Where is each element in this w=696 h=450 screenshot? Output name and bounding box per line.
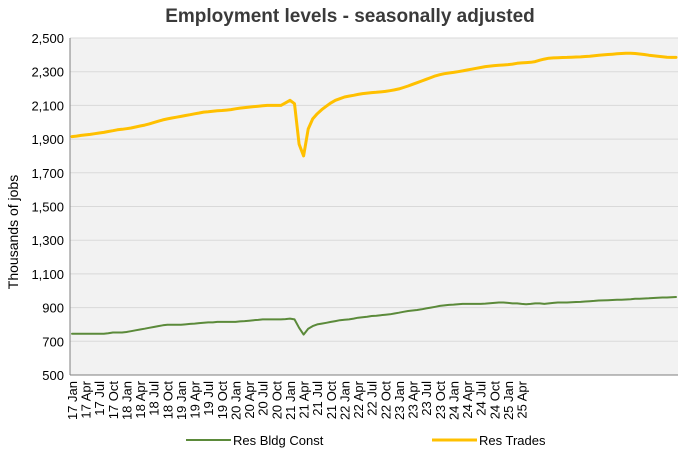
series-line-res-bldg-const	[71, 296, 677, 336]
x-tick-label: 21 Apr	[297, 380, 312, 418]
legend-label: Res Trades	[479, 433, 546, 448]
x-tick-label: 17 Apr	[79, 380, 94, 418]
x-tick-label: 24 Jul	[474, 381, 489, 416]
x-tick-label: 25 Jan	[501, 381, 516, 420]
y-tick-label: 2,100	[31, 98, 64, 113]
gridlines	[70, 37, 678, 376]
x-tick-label: 19 Jul	[201, 381, 216, 416]
y-axis-label: Thousands of jobs	[5, 175, 21, 289]
x-tick-label: 22 Apr	[351, 380, 366, 418]
x-tick-label: 18 Jul	[147, 381, 162, 416]
x-tick-label: 23 Jul	[419, 381, 434, 416]
x-tick-label: 19 Apr	[188, 380, 203, 418]
x-tick-label: 22 Jan	[337, 381, 352, 420]
chart-title: Employment levels - seasonally adjusted	[165, 6, 535, 27]
x-tick-label: 18 Oct	[160, 381, 175, 420]
y-tick-label: 1,900	[31, 132, 64, 147]
y-tick-label: 1,100	[31, 267, 64, 282]
y-tick-label: 1,700	[31, 166, 64, 181]
x-tick-label: 18 Apr	[133, 380, 148, 418]
y-tick-label: 900	[42, 301, 64, 316]
x-tick-label: 23 Jan	[392, 381, 407, 420]
x-tick-label: 19 Jan	[174, 381, 189, 420]
x-tick-label: 21 Jan	[283, 381, 298, 420]
legend-label: Res Bldg Const	[233, 433, 324, 448]
x-tick-label: 20 Apr	[242, 380, 257, 418]
y-tick-label: 700	[42, 334, 64, 349]
x-tick-label: 19 Oct	[215, 381, 230, 420]
x-tick-label: 17 Jan	[65, 381, 80, 420]
x-tick-label: 17 Oct	[106, 381, 121, 420]
x-tick-label: 20 Jul	[256, 381, 271, 416]
legend: Res Bldg Const Res Trades	[186, 433, 546, 448]
x-tick-label: 22 Oct	[378, 381, 393, 420]
x-tick-label: 24 Apr	[460, 380, 475, 418]
series-lines	[70, 51, 678, 336]
y-tick-label: 2,500	[31, 31, 64, 46]
x-tick-label: 24 Jan	[446, 381, 461, 420]
y-tick-label: 1,300	[31, 233, 64, 248]
x-tick-label: 21 Oct	[324, 381, 339, 420]
y-tick-label: 500	[42, 368, 64, 383]
x-tick-label: 25 Apr	[515, 380, 530, 418]
x-tick-label: 22 Jul	[365, 381, 380, 416]
x-tick-label: 18 Jan	[119, 381, 134, 420]
series-line-res-trades	[70, 51, 678, 158]
x-tick-label: 23 Apr	[406, 380, 421, 418]
x-tick-label: 20 Jan	[228, 381, 243, 420]
x-tick-label: 21 Jul	[310, 381, 325, 416]
y-tick-label: 1,500	[31, 200, 64, 215]
x-tick-label: 23 Oct	[433, 381, 448, 420]
y-axis-ticks: 500 700 900 1,100 1,300 1,500 1,700 1,900 2,100 2…	[31, 31, 64, 383]
axes	[69, 38, 678, 376]
x-tick-label: 17 Jul	[92, 381, 107, 416]
y-tick-label: 2,300	[31, 65, 64, 80]
x-tick-label: 20 Oct	[269, 381, 284, 420]
x-tick-label: 24 Oct	[487, 381, 502, 420]
